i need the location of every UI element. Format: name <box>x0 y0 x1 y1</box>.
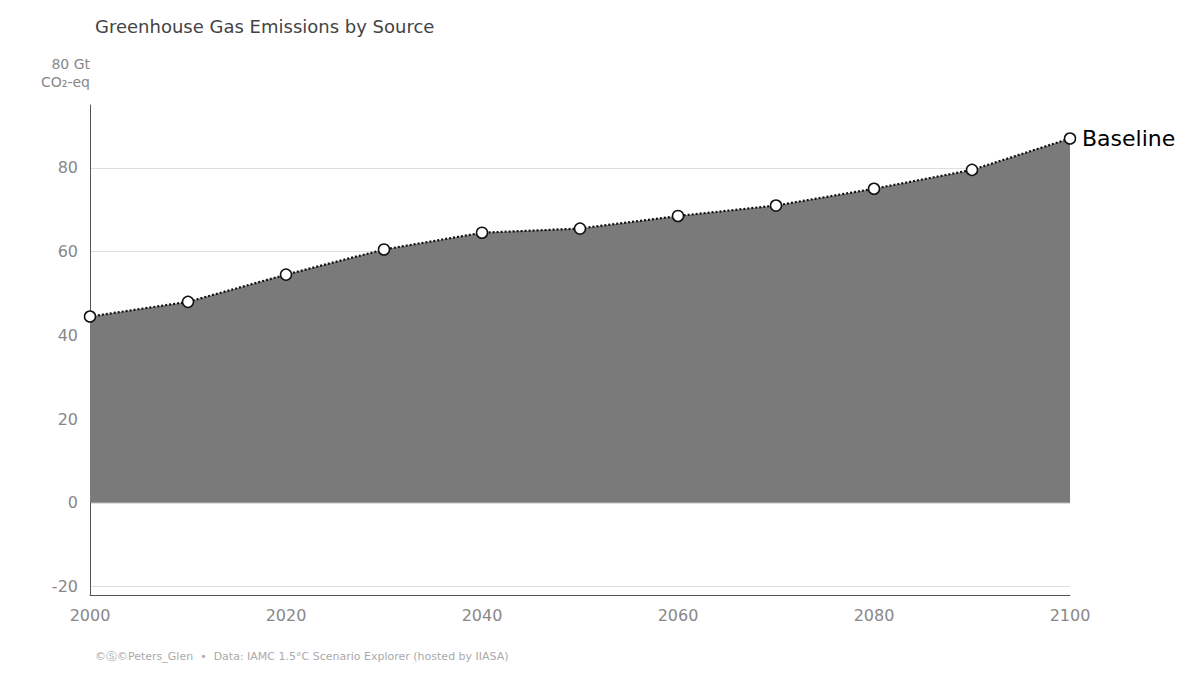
svg-text:2000: 2000 <box>70 606 111 625</box>
svg-text:20: 20 <box>58 410 78 429</box>
svg-text:-20: -20 <box>52 577 78 596</box>
svg-text:0: 0 <box>68 493 78 512</box>
svg-text:©Ⓢ©Peters_Glen • Data: IAMC: ©Ⓢ©Peters_Glen • Data: IAMC 1.5°C Scenar… <box>95 650 509 663</box>
svg-text:80 Gt: 80 Gt <box>51 56 90 72</box>
svg-text:40: 40 <box>58 326 78 345</box>
svg-text:Greenhouse Gas Emissions by So: Greenhouse Gas Emissions by Source <box>95 16 434 37</box>
svg-text:60: 60 <box>58 242 78 261</box>
svg-text:2060: 2060 <box>658 606 699 625</box>
svg-text:2100: 2100 <box>1050 606 1091 625</box>
svg-text:2080: 2080 <box>854 606 895 625</box>
svg-text:80: 80 <box>58 158 78 177</box>
svg-text:CO₂-eq: CO₂-eq <box>41 74 90 90</box>
svg-text:2020: 2020 <box>266 606 307 625</box>
svg-text:Baseline: Baseline <box>1082 126 1175 151</box>
svg-text:2040: 2040 <box>462 606 503 625</box>
